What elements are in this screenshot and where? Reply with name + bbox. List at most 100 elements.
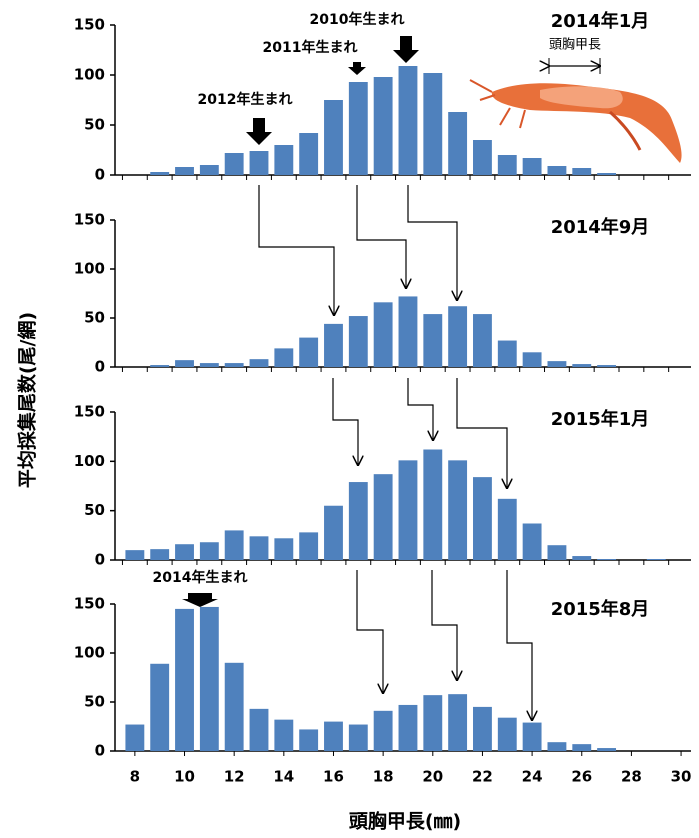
bar: [299, 337, 319, 367]
bar: [473, 140, 492, 175]
bar: [324, 721, 343, 751]
bar: [175, 360, 194, 367]
bar: [398, 460, 418, 560]
bar: [572, 364, 592, 367]
y-tick-label: 0: [95, 166, 105, 184]
bar: [175, 167, 194, 175]
bar: [299, 532, 319, 560]
bar: [249, 359, 269, 367]
bar: [224, 363, 244, 367]
bar: [224, 530, 244, 560]
y-tick-label: 50: [84, 116, 105, 134]
bar: [497, 155, 517, 175]
panel-title: 2015年1月: [551, 408, 650, 430]
y-tick-label: 0: [95, 358, 105, 376]
bar: [274, 719, 294, 751]
y-tick-label: 100: [74, 66, 105, 84]
bar: [249, 536, 269, 560]
cohort-arrow: [348, 62, 366, 75]
bar: [249, 151, 269, 175]
bar: [150, 172, 170, 175]
annotation: 2012年生まれ: [198, 91, 293, 108]
x-tick-label: 20: [422, 768, 443, 786]
y-tick-label: 150: [74, 16, 105, 34]
bar: [348, 482, 368, 560]
annotation: 頭胸甲長: [549, 38, 601, 53]
bar: [423, 449, 443, 560]
x-axis-label: 頭胸甲長(㎜): [349, 810, 461, 833]
bar: [199, 606, 219, 751]
annotation: 2014年生まれ: [153, 569, 248, 586]
y-tick-label: 0: [95, 551, 105, 569]
bar: [125, 550, 145, 560]
y-tick-label: 100: [74, 452, 105, 470]
bar: [274, 145, 294, 175]
bar: [274, 538, 294, 560]
bar: [473, 477, 492, 560]
bar: [547, 742, 567, 751]
bar: [175, 544, 194, 560]
x-tick-label: 22: [472, 768, 493, 786]
bar: [522, 722, 542, 751]
x-tick-label: 10: [174, 768, 195, 786]
bar: [423, 73, 443, 175]
bar: [448, 694, 468, 751]
bar: [497, 717, 517, 751]
bar: [473, 706, 492, 751]
bar: [299, 133, 319, 175]
bar: [572, 744, 592, 751]
x-tick-label: 16: [323, 768, 344, 786]
bar: [522, 523, 542, 560]
bar: [324, 323, 343, 367]
cohort-arrow: [246, 118, 272, 145]
bar: [597, 748, 617, 751]
panel-title: 2015年8月: [551, 598, 650, 620]
bar: [348, 82, 368, 175]
cohort-arrow: [393, 36, 419, 63]
x-tick-label: 24: [522, 768, 543, 786]
bar: [373, 710, 393, 751]
bar: [572, 556, 592, 560]
x-tick-label: 8: [130, 768, 140, 786]
bar: [224, 153, 244, 175]
bar: [373, 302, 393, 367]
bar: [448, 460, 468, 560]
bar: [547, 166, 567, 175]
bar: [398, 704, 418, 751]
bar: [398, 66, 418, 175]
bar: [299, 729, 319, 751]
bar: [125, 724, 145, 751]
bar: [150, 663, 170, 751]
bar: [398, 296, 418, 367]
x-tick-label: 14: [273, 768, 294, 786]
annotation: 2011年生まれ: [263, 39, 358, 56]
bar: [348, 316, 368, 367]
bar: [522, 352, 542, 367]
bar: [199, 542, 219, 560]
bar: [522, 158, 542, 175]
bar: [597, 559, 617, 560]
y-tick-label: 150: [74, 403, 105, 421]
bar: [448, 306, 468, 367]
bar: [224, 662, 244, 751]
bar: [150, 365, 170, 367]
y-tick-label: 50: [84, 693, 105, 711]
bar: [199, 363, 219, 367]
bar: [199, 165, 219, 175]
bar: [373, 474, 393, 560]
bar: [547, 545, 567, 560]
bar: [646, 559, 666, 560]
y-tick-label: 150: [74, 595, 105, 613]
cohort-arrow: [182, 593, 218, 607]
bar: [175, 608, 194, 751]
bar: [597, 365, 617, 367]
x-tick-label: 26: [571, 768, 592, 786]
annotation: 2010年生まれ: [310, 11, 405, 28]
bar: [274, 348, 294, 367]
y-tick-label: 0: [95, 742, 105, 760]
bar: [423, 314, 443, 367]
bar: [547, 361, 567, 367]
bar: [497, 498, 517, 560]
y-tick-label: 100: [74, 644, 105, 662]
